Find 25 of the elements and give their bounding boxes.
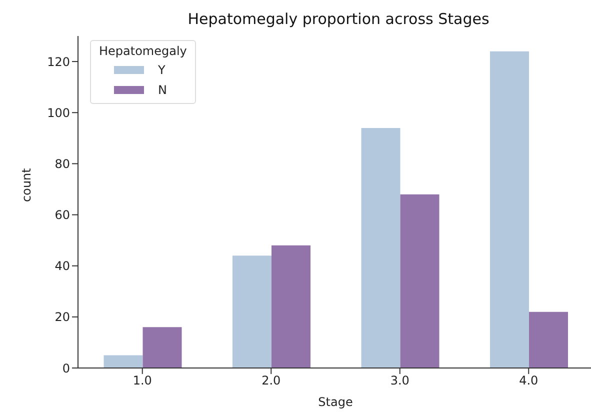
bar (361, 128, 400, 368)
y-tick-label: 20 (54, 310, 70, 324)
y-axis-title: count (19, 168, 34, 202)
y-tick-label: 40 (54, 259, 70, 274)
x-tick-label: 4.0 (519, 374, 538, 388)
y-tick-label: 60 (54, 208, 70, 222)
y-tick-label: 80 (54, 156, 70, 171)
x-axis-title: Stage (318, 395, 353, 409)
y-tick-label: 120 (47, 54, 70, 69)
chart-title: Hepatomegaly proportion across Stages (186, 10, 490, 28)
x-tick-label: 3.0 (390, 374, 410, 388)
x-tick-label: 1.0 (132, 374, 152, 388)
bar (142, 327, 182, 368)
y-tick-label: 0 (62, 361, 70, 376)
bar (232, 256, 272, 368)
x-tick-label: 2.0 (262, 374, 281, 388)
bar (272, 245, 310, 368)
legend-label: Y (158, 63, 166, 77)
legend-label: N (158, 83, 168, 97)
bar (490, 51, 529, 368)
legend-title: Hepatomegaly (99, 44, 187, 58)
bar (529, 312, 568, 368)
bar (400, 194, 440, 368)
y-tick-label: 100 (47, 106, 70, 120)
bar (104, 355, 143, 368)
